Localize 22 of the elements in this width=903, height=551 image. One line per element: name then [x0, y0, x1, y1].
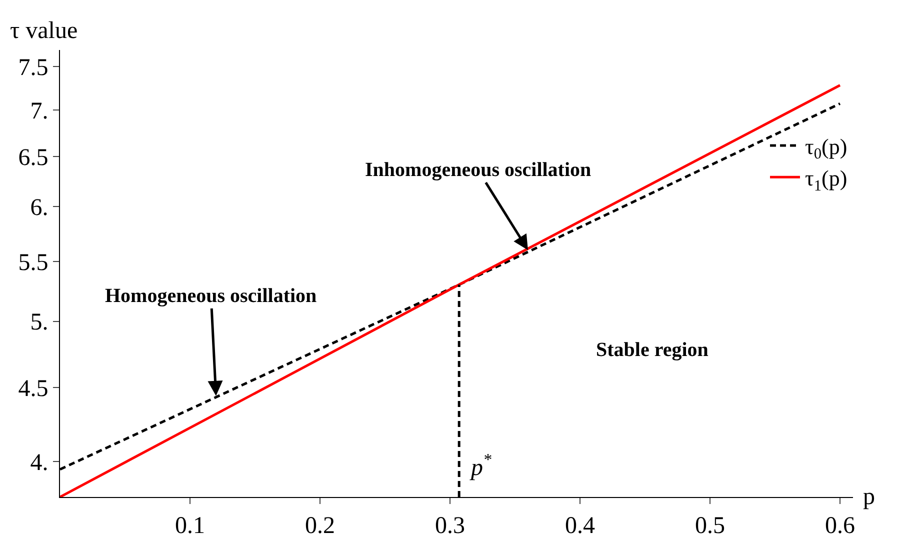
legend-label: τ$_{0}$(p)	[805, 134, 848, 163]
y-tick-label: 6.	[30, 195, 48, 222]
annotation: p$^{*}$	[469, 450, 492, 482]
x-tick-label: 0.5	[695, 512, 725, 539]
legend-label: τ$_{1}$(p)	[805, 166, 848, 194]
x-tick-label: 0.1	[175, 512, 205, 539]
x-tick-label: 0.3	[435, 512, 465, 539]
y-tick-label: 7.	[30, 98, 48, 124]
x-tick-label: 0.4	[565, 512, 595, 539]
annotation: Homogeneous oscillation	[105, 285, 317, 307]
y-tick-label: 5.5	[18, 250, 48, 276]
x-axis-title: p	[863, 484, 875, 510]
annotation: Stable region	[596, 339, 708, 361]
x-tick-label: 0.6	[825, 512, 855, 539]
x-tick-label: 0.2	[305, 512, 335, 539]
y-tick-label: 5.	[30, 310, 48, 336]
y-tick-label: 7.5	[18, 54, 48, 81]
y-tick-label: 4.	[30, 450, 48, 476]
y-tick-label: 4.5	[18, 376, 48, 402]
annotation: Inhomogeneous oscillation	[365, 159, 592, 181]
y-axis-title: τ value	[10, 18, 78, 44]
y-tick-label: 6.5	[18, 144, 48, 171]
